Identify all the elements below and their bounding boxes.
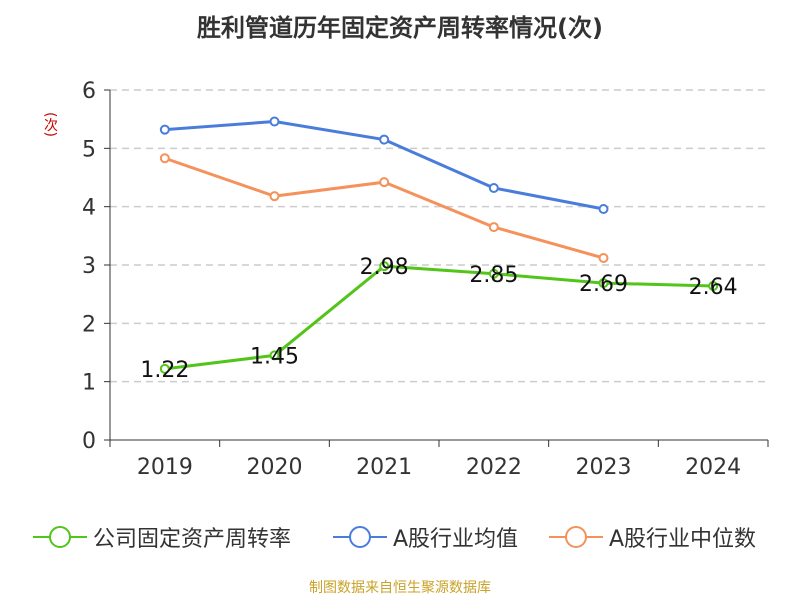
x-tick-label: 2022 — [466, 455, 522, 480]
data-point-2 — [598, 253, 609, 263]
data-label: 1.45 — [250, 344, 299, 369]
legend-marker-company — [33, 526, 87, 548]
source-note: 制图数据来自恒生聚源数据库 — [309, 580, 491, 596]
data-point-2 — [159, 153, 170, 164]
data-point-1 — [269, 116, 280, 127]
legend-label-industry-median: A股行业中位数 — [609, 527, 757, 552]
data-point-1 — [598, 204, 609, 214]
data-point-2 — [488, 222, 499, 233]
data-point-1 — [159, 124, 170, 135]
x-tick-label: 2019 — [137, 455, 193, 480]
series-line-2 — [164, 156, 604, 260]
data-point-1 — [379, 134, 390, 145]
legend-item-industry-mean[interactable]: A股行业均值 — [333, 520, 518, 554]
legend-marker-industry-mean — [333, 526, 387, 548]
data-label: 2.85 — [469, 263, 518, 288]
x-tick-label: 2021 — [356, 455, 412, 480]
x-tick-label: 2023 — [576, 455, 632, 480]
legend-item-industry-median[interactable]: A股行业中位数 — [549, 520, 756, 554]
y-tick-label: 0 — [82, 429, 96, 454]
legend-marker-industry-median — [549, 526, 603, 548]
series-line-0 — [164, 264, 714, 371]
data-point-0 — [269, 350, 280, 361]
x-tick-label: 2024 — [685, 455, 741, 480]
y-tick-label: 4 — [82, 196, 96, 221]
y-tick-label: 1 — [82, 371, 96, 396]
chart-title: 胜利管道历年固定资产周转率情况(次) — [197, 14, 603, 42]
legend-label-industry-mean: A股行业均值 — [393, 527, 519, 552]
data-point-1 — [488, 183, 499, 193]
y-axis-label: (次) — [42, 112, 58, 137]
data-label: 1.22 — [140, 358, 189, 383]
data-point-0 — [708, 281, 719, 291]
data-label: 2.98 — [360, 255, 409, 280]
data-point-2 — [379, 177, 390, 188]
data-point-0 — [379, 261, 390, 272]
data-point-0 — [488, 268, 499, 279]
legend-label-company: 公司固定资产周转率 — [93, 527, 292, 552]
x-tick-label: 2020 — [247, 455, 303, 480]
line-chart: 0 1 2 3 4 5 6 2019 2020 2021 2022 2023 2024 1.22 1.45 2… — [82, 79, 769, 480]
y-tick-label: 6 — [82, 79, 96, 104]
data-point-2 — [269, 191, 280, 202]
data-point-0 — [598, 278, 609, 289]
y-tick-label: 2 — [82, 312, 96, 337]
data-point-0 — [159, 363, 170, 374]
data-label: 2.64 — [689, 275, 738, 300]
legend-item-company[interactable]: 公司固定资产周转率 — [33, 520, 291, 554]
y-tick-label: 5 — [82, 137, 96, 162]
data-label: 2.69 — [579, 272, 628, 297]
y-tick-label: 3 — [82, 254, 96, 279]
legend: 公司固定资产周转率 A股行业均值 A股行业中位数 — [0, 520, 800, 554]
